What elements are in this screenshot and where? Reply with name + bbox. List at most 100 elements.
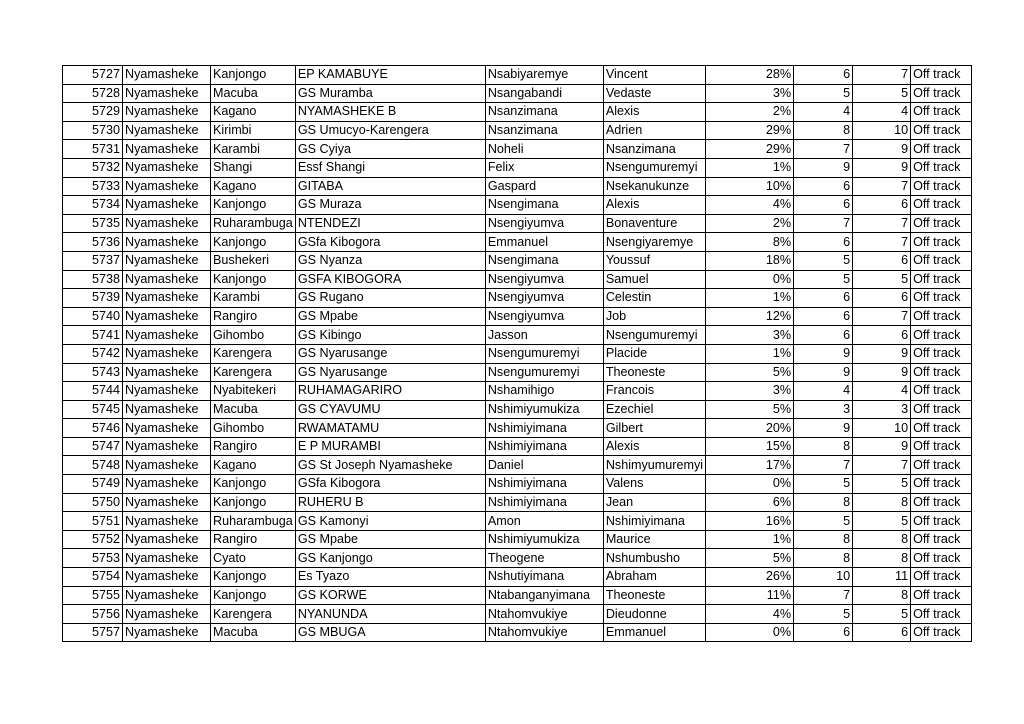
sector-cell: Karengera	[210, 362, 296, 383]
school-cell: RWAMATAMU	[294, 418, 486, 438]
row-id-cell: 5743	[62, 362, 123, 383]
count-b-cell: 7	[852, 176, 912, 197]
row-id-cell: 5736	[62, 232, 123, 252]
percent-cell: 15%	[705, 436, 795, 457]
last-name-cell: Nshutiyimana	[484, 567, 604, 587]
count-b-cell: 5	[852, 83, 912, 104]
status-cell: Off track	[910, 306, 973, 327]
status-cell: Off track	[910, 213, 973, 234]
status-cell: Off track	[910, 436, 973, 457]
sector-cell: Kanjongo	[210, 585, 296, 606]
count-a-cell: 9	[793, 362, 854, 383]
district-cell: Nyamasheke	[122, 474, 211, 494]
count-a-cell: 4	[793, 102, 854, 122]
school-cell: GS Rugano	[294, 288, 486, 308]
district-cell: Nyamasheke	[122, 288, 211, 308]
row-id-cell: 5738	[62, 269, 123, 290]
table-row: 5757 Nyamasheke Macuba GS MBUGA Ntahomvukiye…	[62, 622, 973, 643]
percent-cell: 1%	[705, 343, 795, 364]
table-row: 5728 Nyamasheke Macuba GS Muramba Nsangaband…	[62, 83, 973, 104]
count-a-cell: 6	[793, 232, 854, 252]
percent-cell: 17%	[705, 455, 795, 476]
first-name-cell: Dieudonne	[602, 604, 707, 624]
school-cell: GS Kibingo	[294, 325, 486, 345]
table-row: 5742 Nyamasheke Karengera GS Nyarusange Nsen…	[62, 343, 973, 364]
sector-cell: Nyabitekeri	[210, 381, 296, 401]
row-id-cell: 5731	[62, 139, 123, 159]
status-cell: Off track	[910, 604, 973, 624]
row-id-cell: 5751	[62, 511, 123, 531]
district-cell: Nyamasheke	[122, 604, 211, 624]
row-id-cell: 5732	[62, 157, 123, 178]
percent-cell: 1%	[705, 157, 795, 178]
count-b-cell: 5	[852, 511, 912, 531]
last-name-cell: Nsengiyumva	[484, 306, 604, 327]
table-row: 5739 Nyamasheke Karambi GS Rugano Nsengiyumv…	[62, 288, 973, 308]
sector-cell: Karengera	[210, 604, 296, 624]
percent-cell: 4%	[705, 604, 795, 624]
school-cell: RUHAMAGARIRO	[294, 381, 486, 401]
last-name-cell: Nshimiyimana	[484, 418, 604, 438]
count-a-cell: 8	[793, 492, 854, 513]
first-name-cell: Alexis	[602, 436, 707, 457]
row-id-cell: 5754	[62, 567, 123, 587]
table-row: 5746 Nyamasheke Gihombo RWAMATAMU Nshimiyima…	[62, 418, 973, 438]
table-row: 5753 Nyamasheke Cyato GS Kanjongo Theogene Ns…	[62, 548, 973, 569]
percent-cell: 1%	[705, 288, 795, 308]
school-cell: GS St Joseph Nyamasheke	[294, 455, 486, 476]
district-cell: Nyamasheke	[122, 492, 211, 513]
count-b-cell: 4	[852, 381, 912, 401]
district-cell: Nyamasheke	[122, 511, 211, 531]
school-cell: GS MBUGA	[294, 622, 486, 643]
last-name-cell: Nshimiyumukiza	[484, 529, 604, 550]
status-cell: Off track	[910, 585, 973, 606]
status-cell: Off track	[910, 288, 973, 308]
percent-cell: 26%	[705, 567, 795, 587]
status-cell: Off track	[910, 492, 973, 513]
table-row: 5740 Nyamasheke Rangiro GS Mpabe Nsengiyumva…	[62, 306, 973, 327]
count-b-cell: 7	[852, 232, 912, 252]
percent-cell: 5%	[705, 548, 795, 569]
table-row: 5730 Nyamasheke Kirimbi GS Umucyo-Karengera…	[62, 120, 973, 141]
count-a-cell: 6	[793, 195, 854, 215]
count-b-cell: 6	[852, 622, 912, 643]
row-id-cell: 5728	[62, 83, 123, 104]
district-cell: Nyamasheke	[122, 548, 211, 569]
last-name-cell: Gaspard	[484, 176, 604, 197]
status-cell: Off track	[910, 622, 973, 643]
percent-cell: 1%	[705, 529, 795, 550]
count-b-cell: 9	[852, 362, 912, 383]
district-cell: Nyamasheke	[122, 176, 211, 197]
count-a-cell: 7	[793, 585, 854, 606]
count-b-cell: 8	[852, 529, 912, 550]
percent-cell: 0%	[705, 622, 795, 643]
last-name-cell: Emmanuel	[484, 232, 604, 252]
row-id-cell: 5729	[62, 102, 123, 122]
status-cell: Off track	[910, 195, 973, 215]
count-a-cell: 7	[793, 139, 854, 159]
school-cell: NTENDEZI	[294, 213, 486, 234]
sector-cell: Macuba	[210, 622, 296, 643]
district-cell: Nyamasheke	[122, 195, 211, 215]
row-id-cell: 5733	[62, 176, 123, 197]
last-name-cell: Nsengiyumva	[484, 213, 604, 234]
percent-cell: 29%	[705, 139, 795, 159]
school-cell: GS Nyarusange	[294, 362, 486, 383]
percent-cell: 6%	[705, 492, 795, 513]
row-id-cell: 5755	[62, 585, 123, 606]
count-b-cell: 4	[852, 102, 912, 122]
table-row: 5754 Nyamasheke Kanjongo Es Tyazo Nshutiyima…	[62, 567, 973, 587]
percent-cell: 20%	[705, 418, 795, 438]
last-name-cell: Nsengiyumva	[484, 288, 604, 308]
first-name-cell: Jean	[602, 492, 707, 513]
first-name-cell: Bonaventure	[602, 213, 707, 234]
sector-cell: Kanjongo	[210, 195, 296, 215]
status-cell: Off track	[910, 548, 973, 569]
count-b-cell: 7	[852, 213, 912, 234]
district-cell: Nyamasheke	[122, 585, 211, 606]
district-cell: Nyamasheke	[122, 120, 211, 141]
count-a-cell: 6	[793, 622, 854, 643]
percent-cell: 3%	[705, 83, 795, 104]
sector-cell: Karambi	[210, 288, 296, 308]
district-cell: Nyamasheke	[122, 250, 211, 271]
